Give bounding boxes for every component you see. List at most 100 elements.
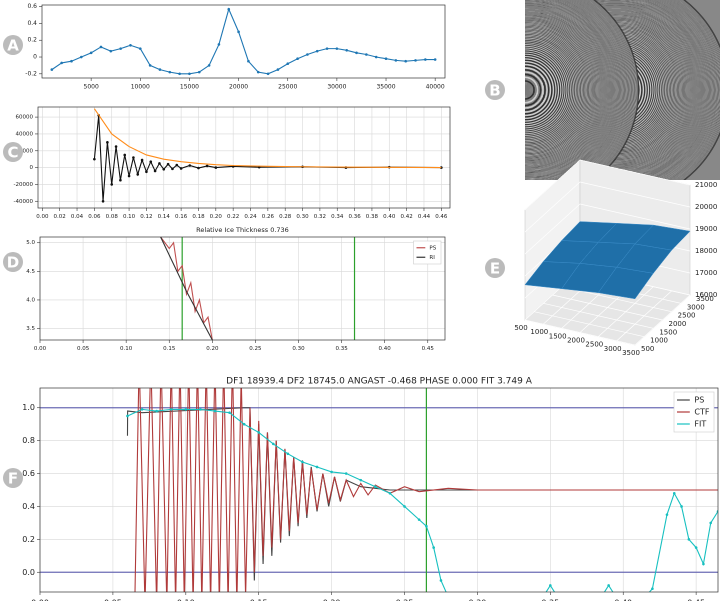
y-tick-label: -40000 xyxy=(14,199,34,205)
legend-label: FIT xyxy=(694,420,706,429)
z-tick-label: 16000 xyxy=(695,291,717,299)
point xyxy=(286,452,290,456)
plot-frame xyxy=(41,4,446,79)
point xyxy=(168,70,172,74)
ring xyxy=(525,46,569,134)
point xyxy=(600,596,603,599)
ring xyxy=(525,80,535,100)
series-group xyxy=(160,237,213,340)
series-group xyxy=(126,388,718,599)
x-tick-label: 1000 xyxy=(530,328,548,336)
y-tick-label: 2000 xyxy=(669,320,687,328)
point xyxy=(140,158,144,162)
point xyxy=(325,47,329,50)
point xyxy=(138,47,142,50)
x-tick-label: 0.42 xyxy=(401,214,413,220)
x-tick-label: 0.32 xyxy=(314,214,326,220)
point xyxy=(388,491,392,495)
point xyxy=(153,169,157,173)
grid-line xyxy=(579,159,691,186)
x-tick-label: 0.00 xyxy=(34,346,47,352)
point xyxy=(175,163,179,167)
point xyxy=(114,145,118,148)
point xyxy=(99,45,103,49)
point xyxy=(197,166,200,170)
x-tick-label: 0.26 xyxy=(262,214,275,220)
point xyxy=(651,587,654,591)
x-tick-label: 0.10 xyxy=(123,214,136,220)
ring xyxy=(525,59,556,121)
point xyxy=(425,524,428,528)
ring xyxy=(525,60,555,120)
x-tick-label: 0.06 xyxy=(88,214,101,220)
point xyxy=(126,414,129,418)
z-tick-label: 21000 xyxy=(695,181,717,189)
x-tick-label: 25000 xyxy=(278,84,297,91)
point xyxy=(355,51,358,55)
grid-line xyxy=(543,302,654,329)
point xyxy=(171,167,174,171)
ring xyxy=(525,52,563,128)
ring xyxy=(592,0,640,180)
x-tick-label: 2000 xyxy=(567,337,585,345)
x-tick-label: 0.34 xyxy=(331,214,344,220)
panel-label: C xyxy=(7,144,18,162)
point xyxy=(432,546,435,549)
point xyxy=(169,408,173,411)
ring xyxy=(525,69,546,111)
plot-frame xyxy=(39,236,446,341)
ring xyxy=(525,40,575,140)
point xyxy=(306,53,309,56)
point xyxy=(702,562,705,566)
grid-line xyxy=(524,319,636,346)
panel-badge xyxy=(3,35,23,55)
legend-label: RI xyxy=(429,255,435,261)
ring xyxy=(525,58,557,122)
point xyxy=(315,465,319,469)
point xyxy=(101,199,105,203)
panel-label: B xyxy=(489,82,500,100)
y-tick-label: 0.0 xyxy=(22,568,35,577)
point xyxy=(136,173,140,176)
point xyxy=(123,153,127,157)
point xyxy=(179,167,183,170)
point xyxy=(145,170,148,174)
legend-label: CTF xyxy=(694,408,709,417)
legend-box xyxy=(413,240,442,265)
grid-line xyxy=(524,181,581,233)
x-tick-label: 0.46 xyxy=(435,214,448,220)
point xyxy=(256,70,260,74)
ring xyxy=(525,62,553,118)
grid-line xyxy=(534,311,645,338)
ring xyxy=(525,42,573,138)
point xyxy=(188,72,191,76)
panel-badge xyxy=(3,252,23,272)
ring xyxy=(525,45,570,135)
plot-bg xyxy=(42,5,445,78)
panel-label: E xyxy=(490,260,500,278)
point xyxy=(178,72,181,76)
x-tick-label: 40000 xyxy=(426,84,445,91)
point xyxy=(199,408,202,411)
series-group xyxy=(93,108,443,203)
point xyxy=(129,43,132,47)
panel-label: D xyxy=(7,254,19,272)
point xyxy=(271,442,275,446)
grid-line xyxy=(524,203,581,255)
x-tick-label: 0.18 xyxy=(192,214,205,220)
point xyxy=(197,70,201,74)
grid-line xyxy=(579,203,691,230)
point xyxy=(149,160,153,164)
y-tick-label: 4.5 xyxy=(26,269,35,275)
x-tick-label: 0.20 xyxy=(206,346,219,352)
plot-frame xyxy=(37,106,451,209)
ring xyxy=(525,48,567,132)
point xyxy=(296,57,299,61)
x-tick-label: 0.44 xyxy=(418,214,431,220)
plot-frame xyxy=(39,387,719,593)
y-tick-label: 0.4 xyxy=(22,502,35,511)
point xyxy=(132,156,135,159)
z-tick-label: 19000 xyxy=(695,225,717,233)
point xyxy=(106,141,109,144)
y-tick-label: 0.2 xyxy=(27,37,37,44)
